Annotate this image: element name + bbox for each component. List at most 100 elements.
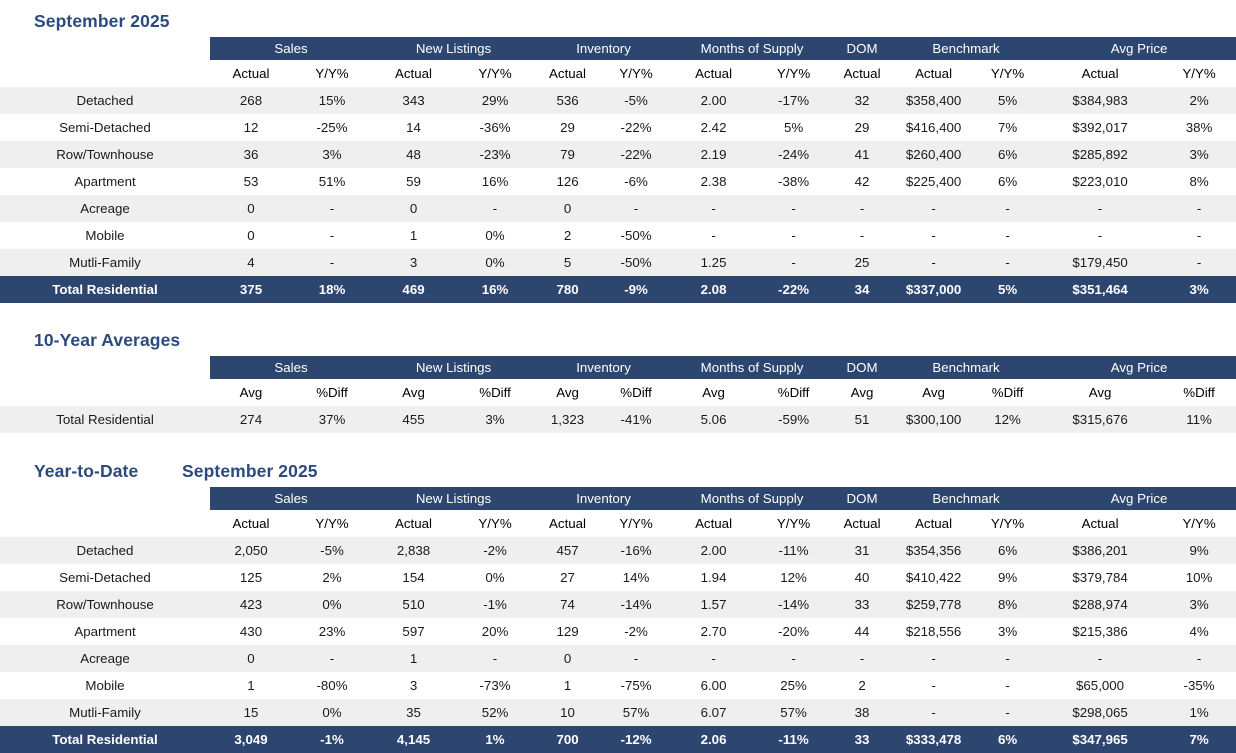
value-cell: -11%	[778, 732, 809, 747]
table-row: Apartment 53 51% 59 16% 126 -6% 2.38 -38% 42 $225,…	[0, 168, 1236, 195]
value-cell: $386,201	[1072, 543, 1128, 558]
subheader-cell: Avg	[372, 379, 456, 406]
value-cell: 2.42	[700, 120, 727, 135]
value-cell: -35%	[1183, 678, 1215, 693]
value-cell: 2,838	[396, 543, 431, 558]
value-cell: 57%	[780, 705, 807, 720]
value-cell: -50%	[620, 255, 652, 270]
row-label: Detached	[76, 93, 134, 108]
value-cell: 268	[239, 93, 263, 108]
value-cell: 1,323	[550, 412, 585, 427]
value-cell: -	[931, 705, 936, 720]
value-cell: 1	[409, 228, 418, 243]
column-group-inventory: Inventory	[535, 37, 673, 60]
subheader-cell: %Diff	[455, 379, 536, 406]
value-cell: 79	[560, 147, 575, 162]
value-cell: 375	[239, 282, 263, 297]
value-cell: 0	[409, 201, 418, 216]
value-cell: -23%	[479, 147, 511, 162]
value-cell: 455	[402, 412, 425, 427]
value-cell: 11%	[1186, 412, 1212, 427]
column-group-row: Sales New Listings Inventory Months of Supp…	[0, 487, 1236, 510]
value-cell: 14	[406, 120, 421, 135]
ten-year-averages-title: 10-Year Averages	[34, 330, 181, 350]
value-cell: -	[1005, 678, 1010, 693]
value-cell: -1%	[320, 732, 344, 747]
value-cell: -25%	[316, 120, 348, 135]
value-cell: 34	[854, 282, 870, 297]
value-cell: $300,100	[905, 412, 962, 427]
value-cell: -38%	[778, 174, 810, 189]
value-cell: -9%	[624, 282, 648, 297]
subheader-cell: Actual	[210, 510, 292, 537]
column-group-dom: DOM	[832, 37, 893, 60]
value-cell: -	[633, 651, 639, 666]
value-cell: $179,450	[1072, 255, 1128, 270]
value-cell: 10%	[1185, 570, 1213, 585]
subheader-cell: Actual	[1040, 510, 1161, 537]
value-cell: 12%	[780, 570, 807, 585]
value-cell: -	[931, 228, 936, 243]
value-cell: 42	[854, 174, 870, 189]
value-cell: -	[711, 651, 716, 666]
value-cell: $384,983	[1072, 93, 1128, 108]
value-cell: 343	[402, 93, 425, 108]
value-cell: 6%	[997, 147, 1018, 162]
value-cell: 129	[556, 624, 579, 639]
value-cell: -1%	[483, 597, 507, 612]
row-label: Total Residential	[52, 282, 158, 297]
value-cell: $223,010	[1072, 174, 1128, 189]
value-cell: 2.08	[700, 282, 727, 297]
value-cell: -12%	[620, 732, 652, 747]
table-row: Row/Townhouse 36 3% 48 -23% 79 -22% 2.19 -24% 41 $…	[0, 141, 1236, 168]
subheader-cell: %Diff	[975, 379, 1041, 406]
value-cell: 0%	[485, 255, 505, 270]
value-cell: -80%	[316, 678, 348, 693]
value-cell: -14%	[778, 597, 810, 612]
value-cell: $351,464	[1072, 282, 1128, 297]
ten-year-averages-section: 10-Year Averages Sales New Listings Invent…	[0, 330, 1236, 433]
corner-spacer	[0, 356, 210, 379]
value-cell: 125	[239, 570, 263, 585]
value-cell: -	[931, 678, 936, 693]
value-cell: 59	[406, 174, 421, 189]
value-cell: 0%	[322, 705, 342, 720]
subheader-cell: Avg	[672, 379, 756, 406]
subheader-row: Actual Y/Y% Actual Y/Y% Actual Y/Y% Actual Y/Y%…	[0, 60, 1236, 87]
row-label: Row/Townhouse	[56, 147, 154, 162]
value-cell: 14%	[622, 570, 650, 585]
table-row: Mobile 1 -80% 3 -73% 1 -75% 6.00 25% 2 - - $65,000 -3…	[0, 672, 1236, 699]
value-cell: $288,974	[1072, 597, 1128, 612]
row-label: Mobile	[85, 228, 125, 243]
subheader-cell: Y/Y%	[975, 60, 1041, 87]
value-cell: $298,065	[1072, 705, 1128, 720]
value-cell: 4%	[1189, 624, 1209, 639]
column-group-sales: Sales	[210, 487, 373, 510]
year-to-date-section: Year-to-Date September 2025 Sales New Lis…	[0, 461, 1236, 753]
value-cell: 8%	[997, 597, 1018, 612]
value-cell: 2	[858, 678, 866, 693]
value-cell: 51%	[318, 174, 346, 189]
value-cell: 2%	[1189, 93, 1209, 108]
value-cell: 2.06	[700, 732, 727, 747]
value-cell: 1.25	[700, 255, 727, 270]
value-cell: $218,556	[905, 624, 962, 639]
value-cell: 2.19	[700, 147, 727, 162]
value-cell: $354,356	[905, 543, 962, 558]
subheader-cell: Y/Y%	[455, 510, 536, 537]
value-cell: 469	[402, 282, 425, 297]
value-cell: 37%	[318, 412, 346, 427]
subheader-row: Actual Y/Y% Actual Y/Y% Actual Y/Y% Actual Y/Y%…	[0, 510, 1236, 537]
column-group-inventory: Inventory	[535, 487, 673, 510]
value-cell: 5%	[997, 93, 1018, 108]
subheader-cell: Avg	[892, 379, 976, 406]
value-cell: -16%	[620, 543, 652, 558]
value-cell: $410,422	[905, 570, 962, 585]
subheader-cell: %Diff	[292, 379, 373, 406]
value-cell: $215,386	[1072, 624, 1128, 639]
value-cell: 16%	[481, 282, 509, 297]
value-cell: 12%	[994, 412, 1021, 427]
row-label: Semi-Detached	[59, 570, 151, 585]
row-label: Apartment	[74, 174, 136, 189]
row-label: Acreage	[80, 651, 130, 666]
